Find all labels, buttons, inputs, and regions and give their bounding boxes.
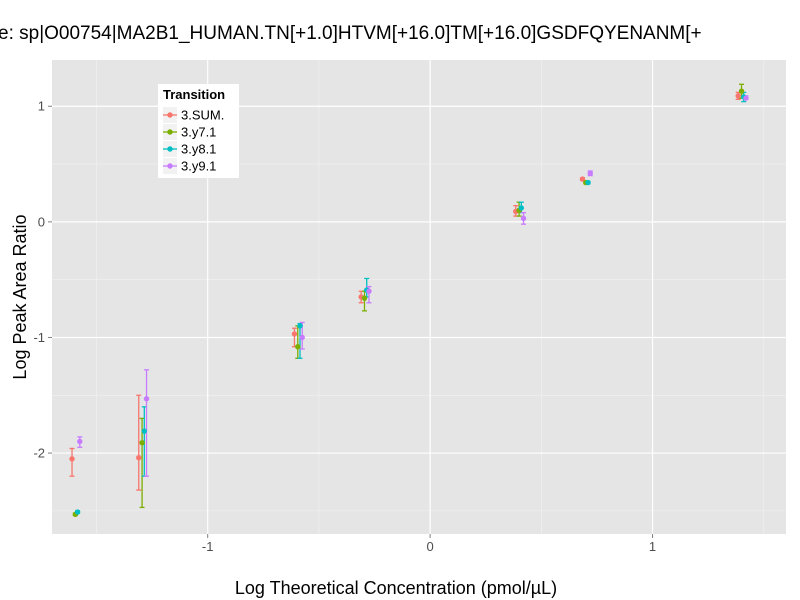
legend-label: 3.y7.1	[181, 125, 216, 140]
data-point	[291, 331, 298, 337]
y-axis: -2 -1 0 1	[33, 99, 52, 461]
y-tick-label: 1	[38, 99, 45, 114]
data-point	[520, 215, 527, 222]
legend-key-point	[167, 129, 173, 135]
y-tick-label: 0	[38, 214, 45, 229]
y-axis-title: Log Peak Area Ratio	[10, 214, 30, 379]
x-axis-title: Log Theoretical Concentration (pmol/µL)	[235, 578, 557, 598]
legend-key-point	[167, 146, 173, 152]
error-bar	[136, 394, 142, 491]
data-point	[735, 93, 741, 99]
error-bar	[144, 369, 150, 477]
data-point	[361, 295, 368, 301]
x-tick-label: 0	[427, 539, 434, 554]
data-point	[366, 288, 372, 294]
data-point	[141, 428, 148, 434]
legend-label: 3.y8.1	[181, 142, 216, 157]
data-points	[69, 88, 749, 518]
legend-item: 3.y8.1	[163, 141, 216, 157]
x-tick-label: 1	[649, 539, 656, 554]
data-point	[738, 88, 745, 94]
data-point	[77, 438, 83, 445]
legend-label: 3.y9.1	[181, 159, 216, 174]
legend-item: 3.y9.1	[163, 158, 216, 174]
data-point	[136, 454, 142, 461]
x-tick-label: -1	[202, 539, 214, 554]
legend-title: Transition	[163, 87, 225, 102]
y-tick-label: -2	[33, 446, 45, 461]
data-point	[74, 509, 81, 515]
data-point	[69, 456, 75, 462]
data-point	[585, 179, 591, 186]
legend-item: 3.y7.1	[163, 124, 216, 140]
legend-label: 3.SUM.	[181, 108, 224, 123]
data-point	[297, 323, 303, 329]
x-axis: -1 0 1	[202, 534, 656, 554]
data-point	[143, 396, 150, 402]
chart-title: e: sp|O00754|MA2B1_HUMAN.TN[+1.0]HTVM[+1…	[0, 23, 702, 44]
data-point	[579, 176, 586, 182]
y-tick-label: -1	[33, 330, 45, 345]
legend-key-point	[167, 112, 173, 118]
legend: Transition 3.SUM. 3.y7.1 3.y8.1 3.y9.1	[158, 84, 239, 178]
data-point	[743, 95, 749, 101]
legend-items: 3.SUM. 3.y7.1 3.y8.1 3.y9.1	[163, 107, 224, 174]
data-point	[518, 205, 525, 211]
data-point	[295, 344, 301, 350]
error-bar	[69, 447, 75, 477]
data-point	[139, 439, 145, 446]
data-point	[299, 334, 305, 341]
data-point	[587, 170, 593, 176]
legend-item: 3.SUM.	[163, 107, 224, 123]
legend-key-point	[167, 163, 173, 169]
